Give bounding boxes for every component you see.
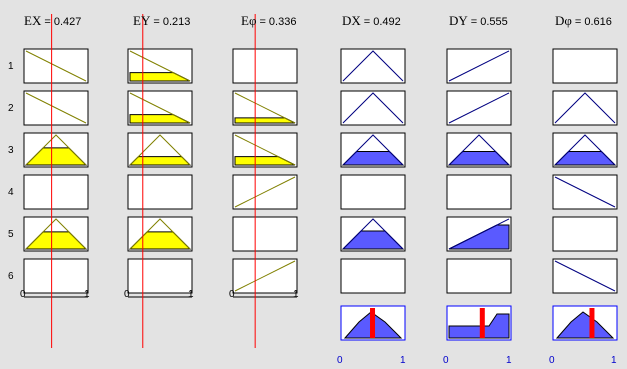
output-2-rule-1-box <box>552 48 618 84</box>
header-Ephi-value: = 0.336 <box>259 16 297 28</box>
header-EY: EY = 0.213 <box>133 12 190 30</box>
output-0-rule-2-curve <box>342 92 404 124</box>
header-Ephi: Eφ = 0.336 <box>241 12 296 30</box>
input-2-rule-6-curve <box>234 260 296 292</box>
input-1-rule-2-curve <box>129 92 191 124</box>
header-Dphi: Dφ = 0.616 <box>555 12 612 30</box>
input-0-rule-4-box <box>23 174 89 210</box>
tick-DY-0: 0 <box>443 355 449 366</box>
tick-DX-1: 1 <box>400 355 406 366</box>
tick-DX-0: 0 <box>337 355 343 366</box>
output-2-rule-4-curve <box>554 176 616 208</box>
output-2-rule-2-box <box>552 90 618 126</box>
input-2-rule-3-curve <box>234 134 296 166</box>
input-1-rule-3-curve <box>129 134 191 166</box>
input-0-rule-2-curve <box>25 92 87 124</box>
header-DY: DY = 0.555 <box>449 12 508 30</box>
input-1-rule-1-curve <box>129 50 191 82</box>
header-DX-name: DX <box>342 13 361 28</box>
row-label-6: 6 <box>8 271 14 282</box>
tick-Ephi-1: 1 <box>293 289 299 300</box>
row-label-1: 1 <box>8 61 14 72</box>
output-0-rule-1-curve <box>342 50 404 82</box>
output-2-rule-5-box <box>552 216 618 252</box>
aggregate-2-value-bar <box>589 308 595 338</box>
input-0-rule-5-curve <box>25 218 87 250</box>
header-DX: DX = 0.492 <box>342 12 401 30</box>
input-2-rule-4-curve <box>234 176 296 208</box>
tick-EX-1: 1 <box>84 289 90 300</box>
input-1-rule-5-curve <box>129 218 191 250</box>
tick-DY-1: 1 <box>506 355 512 366</box>
header-EX: EX = 0.427 <box>24 12 81 30</box>
header-DY-name: DY <box>449 13 468 28</box>
output-1-rule-5-curve <box>448 218 510 250</box>
header-Dphi-value: = 0.616 <box>574 16 612 28</box>
input-0-rule-6-box <box>23 258 89 294</box>
tick-Ephi-0: 0 <box>229 289 235 300</box>
header-EX-value: = 0.427 <box>44 16 82 28</box>
aggregate-1-value-bar <box>479 308 485 338</box>
output-1-rule-3-curve <box>448 134 510 166</box>
row-label-3: 3 <box>8 145 14 156</box>
output-0-rule-4-box <box>340 174 406 210</box>
header-EY-value: = 0.213 <box>153 16 191 28</box>
output-0-rule-1-box <box>340 48 406 84</box>
header-DY-value: = 0.555 <box>470 16 508 28</box>
input-2-rule-1-box <box>232 48 298 84</box>
input-0-rule-3-curve <box>25 134 87 166</box>
output-1-rule-4-box <box>446 174 512 210</box>
tick-Dphi-1: 1 <box>611 355 617 366</box>
header-DX-value: = 0.492 <box>363 16 401 28</box>
row-label-2: 2 <box>8 103 14 114</box>
input-1-rule-3-fill <box>128 156 192 166</box>
tick-Dphi-0: 0 <box>549 355 555 366</box>
header-EX-name: EX <box>24 13 42 28</box>
row-label-4: 4 <box>8 187 14 198</box>
output-2-rule-6-curve <box>554 260 616 292</box>
output-2-rule-2-curve <box>554 92 616 124</box>
output-0-rule-6-box <box>340 258 406 294</box>
aggregate-1-shape <box>448 313 510 339</box>
output-1-rule-6-box <box>446 258 512 294</box>
tick-EY-1: 1 <box>188 289 194 300</box>
output-0-rule-2-box <box>340 90 406 126</box>
input-1-rule-4-box <box>127 174 193 210</box>
row-label-5: 5 <box>8 229 14 240</box>
output-0-rule-3-curve <box>342 134 404 166</box>
aggregate-0-value-bar <box>370 308 376 338</box>
input-2-rule-2-curve <box>234 92 296 124</box>
header-Dphi-name: Dφ <box>555 13 572 28</box>
input-2-rule-5-box <box>232 216 298 252</box>
output-2-rule-3-curve <box>554 134 616 166</box>
tick-EY-0: 0 <box>124 289 130 300</box>
input-0-rule-1-curve <box>25 50 87 82</box>
tick-EX-0: 0 <box>20 289 26 300</box>
input-1-rule-6-box <box>127 258 193 294</box>
header-Ephi-name: Eφ <box>241 13 257 28</box>
output-0-rule-5-curve <box>342 218 404 250</box>
output-1-rule-1-curve <box>448 50 510 82</box>
header-EY-name: EY <box>133 13 151 28</box>
output-1-rule-2-curve <box>448 92 510 124</box>
